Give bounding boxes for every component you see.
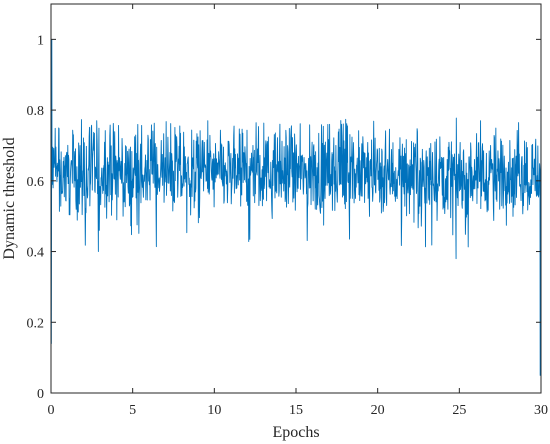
x-tick-label: 30 (534, 403, 548, 418)
y-tick-label: 0 (37, 387, 44, 402)
x-axis-label: Epochs (272, 424, 319, 441)
y-tick-label: 0.2 (27, 316, 45, 331)
y-tick-label: 1 (37, 33, 44, 48)
x-axis: 0 5 10 15 20 25 30 (48, 4, 548, 418)
x-tick-label: 10 (207, 403, 221, 418)
y-tick-label: 0.4 (27, 246, 45, 261)
y-tick-label: 0.8 (27, 104, 45, 119)
x-tick-label: 0 (48, 403, 55, 418)
series-line (50, 38, 542, 376)
y-axis: 0 0.2 0.4 0.6 0.8 1 (27, 33, 541, 402)
x-tick-label: 20 (371, 403, 385, 418)
series-layer (50, 38, 542, 376)
x-tick-label: 25 (452, 403, 466, 418)
x-tick-label: 15 (289, 403, 303, 418)
x-tick-label: 5 (129, 403, 136, 418)
y-tick-label: 0.6 (27, 175, 45, 190)
y-axis-label: Dynamic threshold (1, 137, 18, 259)
